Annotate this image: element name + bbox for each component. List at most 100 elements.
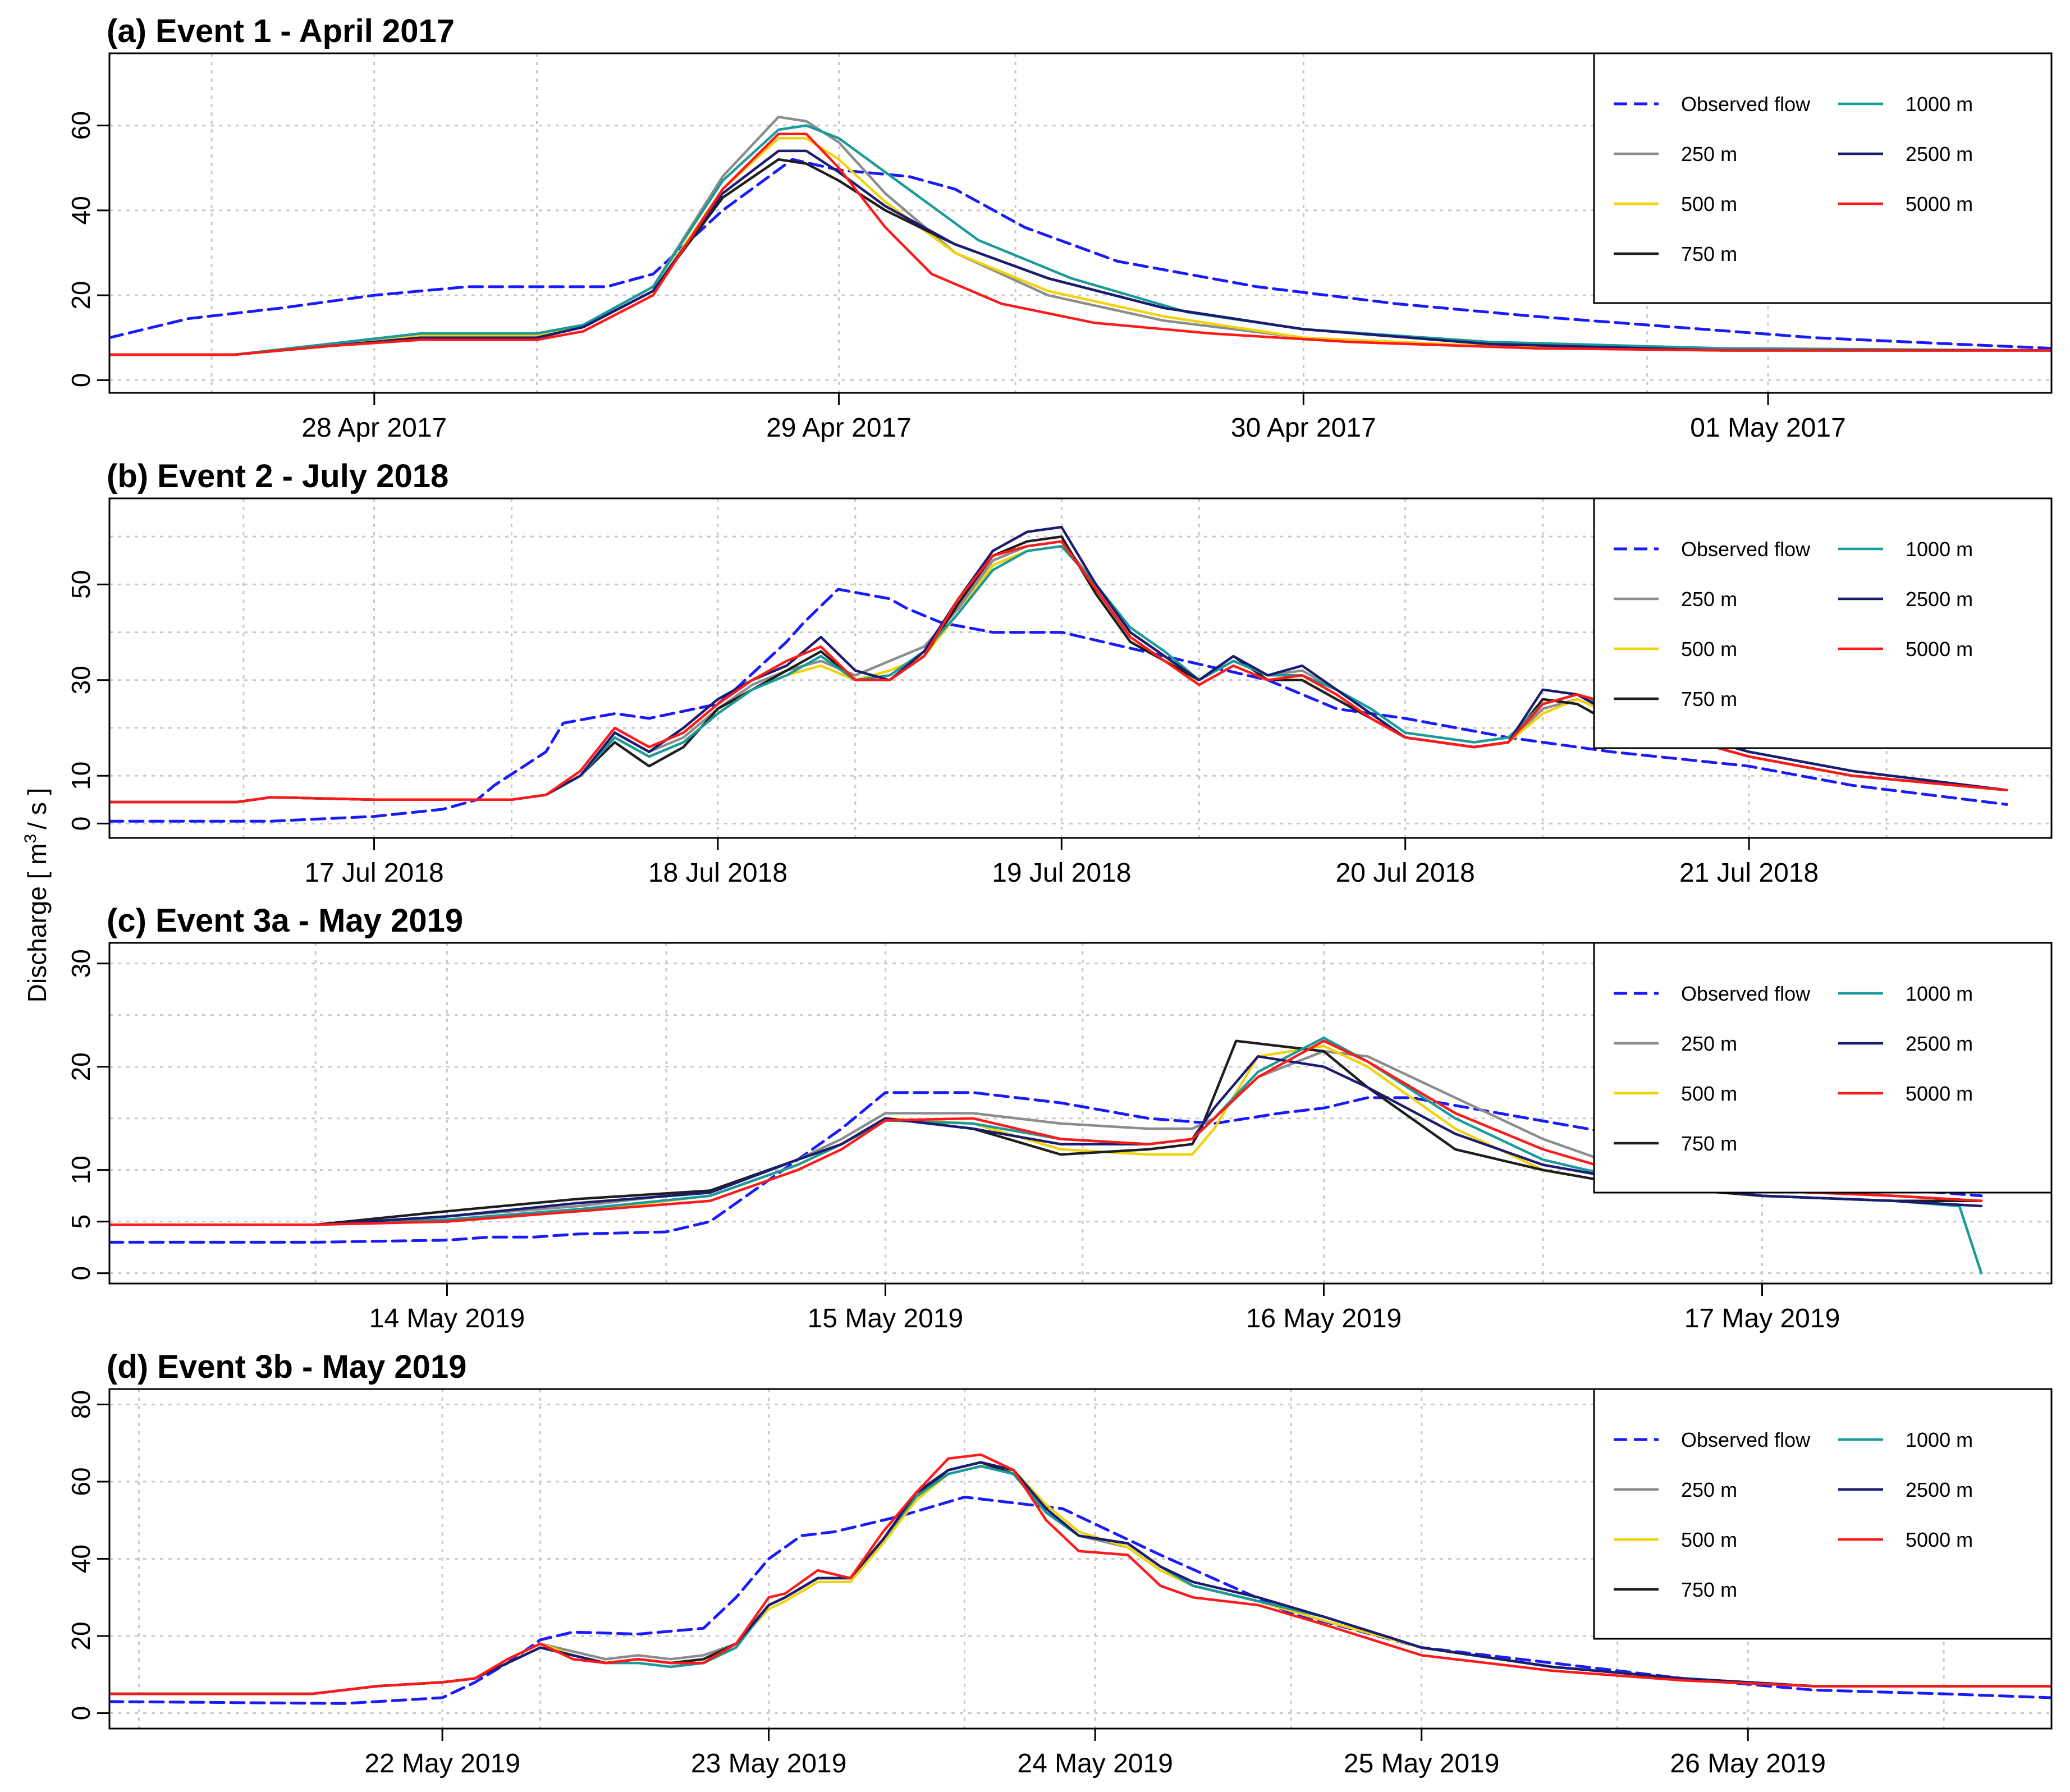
legend-label: 5000 m (1906, 1082, 1973, 1105)
series-line-observed-flow (109, 588, 2008, 823)
legend-entry-750-m: 750 m (1614, 242, 1737, 265)
legend-label: 500 m (1681, 638, 1737, 661)
legend-entry-500-m: 500 m (1614, 1528, 1737, 1551)
legend-label: 500 m (1681, 193, 1737, 216)
y-tick-label: 20 (66, 281, 95, 309)
legend-entry-observed-flow: Observed flow (1614, 982, 1811, 1005)
series-line-5000-m (109, 1039, 1983, 1226)
legend-label: 1000 m (1906, 538, 1973, 561)
legend-label: 1000 m (1906, 93, 1973, 116)
y-axis-label: Discharge [ m3 / s ] (21, 788, 52, 1003)
legend-label: 250 m (1681, 1032, 1737, 1055)
series-group (109, 525, 2008, 823)
series-line-2500-m (109, 149, 2051, 356)
legend-label: Observed flow (1681, 982, 1811, 1005)
legend-entry-1000-m: 1000 m (1838, 1428, 1973, 1451)
legend-entry-2500-m: 2500 m (1838, 1032, 1973, 1055)
x-tick-label: 16 May 2019 (1246, 1304, 1402, 1333)
panel-3: (c) Event 3a - May 2019 14 May 2019 15 May… (66, 902, 2053, 1333)
series-line-5000-m (109, 540, 2008, 804)
legend-box (1593, 1388, 2053, 1640)
legend-label: 250 m (1681, 143, 1737, 166)
y-axis-label-main: Discharge [ m (22, 844, 52, 1003)
x-tick-label: 20 Jul 2018 (1336, 858, 1475, 888)
legend-label: 2500 m (1906, 143, 1973, 166)
legend-label: 1000 m (1906, 1428, 1973, 1451)
legend-label: 500 m (1681, 1082, 1737, 1105)
x-tick-label: 29 Apr 2017 (766, 413, 912, 443)
series-line-5000-m (109, 132, 2051, 356)
panel-title: (a) Event 1 - April 2017 (107, 13, 455, 49)
y-axis-label-superscript: 3 (21, 834, 40, 844)
legend-label: Observed flow (1681, 538, 1811, 561)
series-group (109, 116, 2051, 356)
y-tick-label: 40 (66, 196, 95, 224)
legend-label: 2500 m (1906, 1032, 1973, 1055)
legend-entry-250-m: 250 m (1614, 588, 1737, 611)
y-tick-label: 30 (66, 949, 95, 978)
legend-entry-1000-m: 1000 m (1838, 982, 1973, 1005)
legend-label: 750 m (1681, 1132, 1737, 1155)
y-tick-label: 0 (66, 1266, 95, 1281)
legend-entry-observed-flow: Observed flow (1614, 1428, 1811, 1451)
legend-label: Observed flow (1681, 1428, 1811, 1451)
x-tick-label: 18 Jul 2018 (648, 858, 787, 888)
legend-label: 250 m (1681, 588, 1737, 611)
y-tick-label: 50 (66, 570, 95, 599)
legend-entry-500-m: 500 m (1614, 1082, 1737, 1105)
legend-label: 750 m (1681, 242, 1737, 265)
legend-label: 2500 m (1906, 588, 1973, 611)
legend: Observed flow 250 m 500 m 750 m 1000 m 2500 m… (1593, 942, 2053, 1194)
x-tick-label: 30 Apr 2017 (1231, 413, 1376, 443)
legend-entry-observed-flow: Observed flow (1614, 538, 1811, 561)
legend-label: Observed flow (1681, 93, 1811, 116)
y-tick-label: 20 (66, 1052, 95, 1081)
x-tick-label: 01 May 2017 (1690, 413, 1846, 443)
x-tick-label: 15 May 2019 (808, 1304, 964, 1333)
y-tick-label: 30 (66, 666, 95, 694)
series-line-750-m (109, 535, 2008, 804)
series-line-observed-flow (109, 1091, 1983, 1244)
legend-box (1593, 52, 2053, 304)
legend-label: 5000 m (1906, 638, 1973, 661)
x-tick-label: 14 May 2019 (369, 1304, 525, 1333)
legend-label: 5000 m (1906, 1528, 1973, 1551)
legend-entry-500-m: 500 m (1614, 193, 1737, 216)
legend-entry-2500-m: 2500 m (1838, 1478, 1973, 1501)
legend-entry-5000-m: 5000 m (1838, 1082, 1973, 1105)
legend-entry-750-m: 750 m (1614, 1132, 1737, 1155)
x-tick-label: 21 Jul 2018 (1679, 858, 1819, 888)
y-axis-label-tail: / s ] (22, 788, 52, 829)
legend-entry-5000-m: 5000 m (1838, 193, 1973, 216)
y-tick-label: 0 (66, 373, 95, 388)
series-line-500-m (109, 137, 2051, 356)
panel-2: (b) Event 2 - July 2018 17 Jul 2018 18 Jul… (66, 458, 2053, 888)
panel-4: (d) Event 3b - May 2019 22 May 2019 23 May… (66, 1349, 2053, 1779)
legend-label: 2500 m (1906, 1478, 1973, 1501)
legend-entry-250-m: 250 m (1614, 1032, 1737, 1055)
panel-1: (a) Event 1 - April 2017 28 Apr 2017 29 Ap… (66, 13, 2053, 443)
legend-entry-1000-m: 1000 m (1838, 538, 1973, 561)
legend: Observed flow 250 m 500 m 750 m 1000 m 2500 m… (1593, 52, 2053, 304)
panel-title: (b) Event 2 - July 2018 (107, 458, 448, 494)
series-line-5000-m (109, 1453, 2051, 1695)
series-line-750-m (109, 1039, 1983, 1226)
x-tick-label: 17 May 2019 (1684, 1304, 1840, 1333)
x-tick-label: 24 May 2019 (1017, 1749, 1173, 1779)
y-tick-label: 0 (66, 1706, 95, 1721)
panel-title: (c) Event 3a - May 2019 (107, 902, 463, 939)
series-group (109, 1453, 2051, 1705)
legend-entry-2500-m: 2500 m (1838, 143, 1973, 166)
y-tick-label: 0 (66, 817, 95, 831)
legend-entry-500-m: 500 m (1614, 638, 1737, 661)
legend-entry-1000-m: 1000 m (1838, 93, 1973, 116)
legend-entry-5000-m: 5000 m (1838, 638, 1973, 661)
y-tick-label: 60 (66, 1467, 95, 1496)
legend-box (1593, 942, 2053, 1194)
legend-entry-5000-m: 5000 m (1838, 1528, 1973, 1551)
legend: Observed flow 250 m 500 m 750 m 1000 m 2500 m… (1593, 1388, 2053, 1640)
y-tick-label: 10 (66, 1156, 95, 1184)
series-line-2500-m (109, 1461, 2051, 1695)
legend-entry-750-m: 750 m (1614, 1578, 1737, 1601)
